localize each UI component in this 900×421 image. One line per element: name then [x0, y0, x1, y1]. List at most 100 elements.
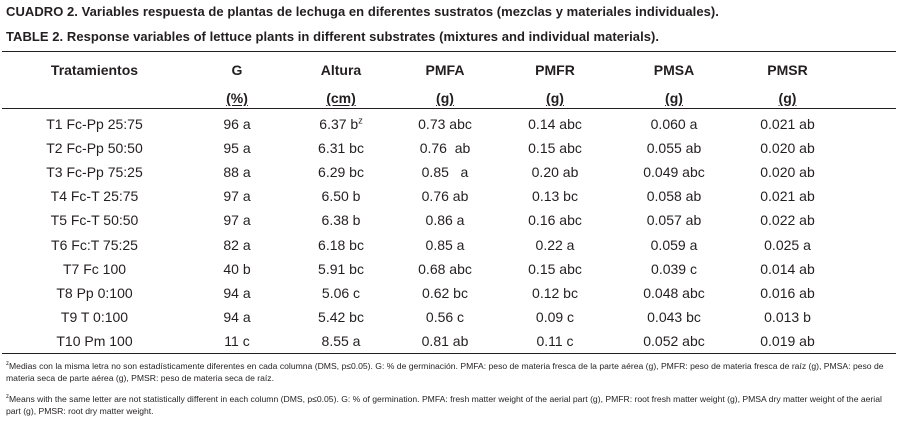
table-row: T9 T 0:100 94 a 5.42 bc 0.56 c 0.09 c 0.043 b…	[0, 309, 900, 333]
cell-text: 6.29 bc	[318, 164, 364, 181]
cell-pmfa: 0.56 c	[400, 309, 490, 325]
cell-pmsr: 0.019 ab	[740, 333, 835, 349]
cell-text: T9 T 0:100	[60, 308, 129, 325]
cell-pmfa: 0.68 abc	[400, 261, 490, 277]
cell-altura: 5.91 bc	[300, 261, 382, 277]
cell-pmsa: 0.059 a	[624, 237, 724, 253]
header-rule	[2, 108, 896, 109]
cell-text: 0.12 bc	[532, 284, 578, 301]
cell-text: 0.56 c	[425, 308, 465, 325]
unit-g: (%)	[226, 90, 248, 106]
cell-g: 40 b	[197, 261, 277, 277]
top-rule	[2, 51, 896, 52]
cell-text: 0.13 bc	[532, 188, 578, 205]
cell-text: T4 Fc-T 25:75	[50, 188, 139, 205]
cell-pmsa: 0.058 ab	[624, 188, 724, 204]
cell-g: 94 a	[197, 285, 277, 301]
cell-text: 0.014 ab	[760, 260, 815, 277]
cell-text: 0.76 ab	[419, 140, 471, 157]
cell-text: 94 a	[223, 284, 251, 301]
cell-text: 97 a	[223, 188, 251, 205]
cell-text: 0.86 a	[425, 212, 465, 229]
unit-altura: (cm)	[326, 90, 356, 106]
cell-text: T3 Fc-Pp 75:25	[46, 164, 143, 181]
table-row: T8 Pp 0:100 94 a 5.06 c 0.62 bc 0.12 bc 0.048…	[0, 285, 900, 309]
cell-pmfa: 0.76 ab	[400, 140, 490, 156]
header-pmfr: PMFR	[535, 62, 575, 78]
cell-pmsa: 0.049 abc	[624, 164, 724, 180]
cell-pmfa: 0.73 abc	[400, 116, 490, 132]
cell-pmsa: 0.057 ab	[624, 212, 724, 228]
cell-pmfa: 0.85 a	[400, 164, 490, 180]
cell-text: 0.15 abc	[528, 260, 582, 277]
cell-altura: 6.50 b	[300, 188, 382, 204]
cell-text: 0.025 a	[764, 236, 811, 253]
table-row: T2 Fc-Pp 50:50 95 a 6.31 bc 0.76 ab 0.15 abc…	[0, 140, 900, 164]
cell-pmfa: 0.85 a	[400, 237, 490, 253]
footnote-spanish-text: Medias con la misma letra no son estadís…	[6, 361, 884, 383]
footnote-english: zMeans with the same letter are not stat…	[6, 393, 896, 417]
cell-treatment: T3 Fc-Pp 75:25	[22, 164, 167, 180]
cell-pmfr: 0.15 abc	[510, 140, 600, 156]
cell-text: 0.039 c	[651, 260, 697, 277]
cell-text: 97 a	[223, 212, 251, 229]
cell-text: T10 Pm 100	[56, 332, 133, 349]
cell-pmfr: 0.15 abc	[510, 261, 600, 277]
cell-pmfa: 0.81 ab	[400, 333, 490, 349]
cell-pmfa: 0.86 a	[400, 212, 490, 228]
cell-pmsa: 0.060 a	[624, 116, 724, 132]
header-pmfa: PMFA	[425, 62, 465, 78]
cell-treatment: T4 Fc-T 25:75	[22, 188, 167, 204]
cell-text: 0.057 ab	[646, 212, 702, 229]
cell-text: 6.31 bc	[318, 140, 364, 157]
cell-g: 88 a	[197, 164, 277, 180]
cell-text: 82 a	[223, 236, 251, 253]
cell-text: 5.42 bc	[318, 308, 364, 325]
cell-text: 8.55 a	[321, 332, 361, 349]
unit-pmsa: (g)	[665, 90, 683, 106]
cell-text: 0.14 abc	[528, 116, 582, 132]
cell-text: 40 b	[223, 260, 251, 277]
bottom-rule	[2, 353, 896, 354]
cell-text: 0.052 abc	[643, 332, 705, 349]
cell-pmsr: 0.014 ab	[740, 261, 835, 277]
cell-text: T1 Fc-Pp 25:75	[46, 116, 143, 132]
cell-text: 0.76 ab	[421, 188, 469, 205]
cell-g: 97 a	[197, 188, 277, 204]
cell-altura: 5.06 c	[300, 285, 382, 301]
header-pmsr: PMSR	[767, 62, 808, 78]
cell-text: 0.81 ab	[421, 332, 469, 349]
cell-pmfr: 0.13 bc	[510, 188, 600, 204]
cell-text: 5.91 bc	[318, 260, 364, 277]
cell-pmsr: 0.025 a	[740, 237, 835, 253]
cell-treatment: T5 Fc-T 50:50	[22, 212, 167, 228]
cell-text: 0.060 a	[650, 116, 698, 132]
cell-pmfa: 0.76 ab	[400, 188, 490, 204]
cell-text: 0.20 ab	[531, 164, 579, 181]
cell-pmfr: 0.14 abc	[510, 116, 600, 132]
cell-text: 0.68 abc	[418, 260, 472, 277]
cell-pmfr: 0.22 a	[510, 237, 600, 253]
cell-text: 0.16 abc	[528, 212, 582, 229]
table-row: T10 Pm 100 11 c 8.55 a 0.81 ab 0.11 c 0.052 a…	[0, 333, 900, 357]
cell-text: 0.020 ab	[760, 140, 815, 157]
caption-english-label: TABLE 2.	[6, 29, 64, 44]
cell-treatment: T2 Fc-Pp 50:50	[22, 140, 167, 156]
caption-spanish: CUADRO 2. Variables respuesta de plantas…	[6, 4, 719, 19]
cell-text: 88 a	[223, 164, 251, 181]
cell-text: 94 a	[223, 308, 251, 325]
cell-text: 0.15 abc	[528, 140, 582, 157]
cell-text: 11 c	[224, 332, 250, 349]
cell-text: 96 a	[223, 116, 251, 132]
footnote-mark: z	[358, 115, 363, 126]
table-row: T5 Fc-T 50:50 97 a 6.38 b 0.86 a 0.16 abc 0.0…	[0, 212, 900, 236]
cell-treatment: T7 Fc 100	[22, 261, 167, 277]
header-g: G	[231, 62, 243, 78]
cell-pmsa: 0.039 c	[624, 261, 724, 277]
cell-pmsa: 0.048 abc	[624, 285, 724, 301]
cell-text: 95 a	[223, 140, 251, 157]
cell-text: 0.019 ab	[760, 332, 815, 349]
cell-altura: 6.31 bc	[300, 140, 382, 156]
cell-text: 0.013 b	[764, 308, 811, 325]
cell-text: 6.38 b	[321, 212, 361, 229]
